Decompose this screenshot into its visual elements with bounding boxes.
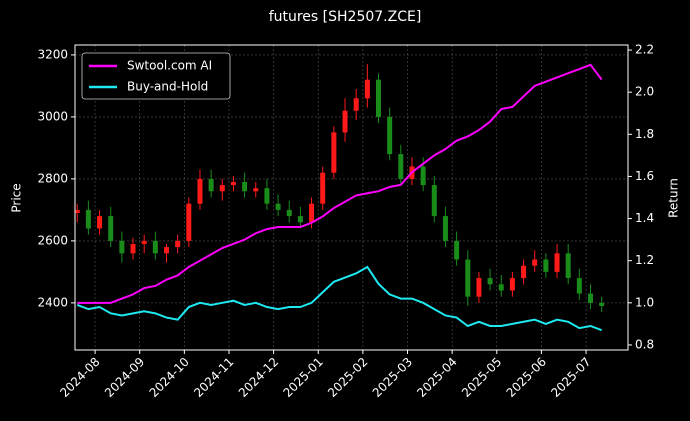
candle-body (565, 253, 571, 279)
candle-body (286, 209, 292, 217)
candle-body (175, 240, 181, 248)
y2-tick-label: 2.0 (635, 85, 654, 99)
y-tick-label: 2800 (37, 171, 68, 185)
candle-body (108, 216, 114, 241)
x-tick-label: 2025-04 (414, 355, 459, 400)
y2-axis-label: Return (667, 178, 681, 218)
candle-body (331, 132, 337, 173)
candle-body (320, 172, 326, 204)
candle-body (186, 203, 192, 241)
y-axis-label: Price (10, 183, 24, 212)
chart-title: futures [SH2507.ZCE] (269, 9, 422, 25)
candle-body (588, 293, 594, 303)
candle-body (74, 209, 80, 213)
candle-body (264, 188, 270, 204)
candle-body (364, 79, 370, 99)
candle-body (521, 265, 527, 279)
candle-body (97, 216, 103, 229)
x-tick-label: 2025-01 (280, 355, 325, 400)
candle-body (242, 182, 248, 192)
y-tick-label: 2400 (37, 295, 68, 309)
series-line (77, 63, 603, 304)
y2-tick-label: 1.8 (635, 127, 654, 141)
candle-body (576, 278, 582, 294)
y2-tick-label: 1.4 (635, 211, 654, 225)
y2-tick-label: 2.2 (635, 43, 654, 57)
plot-frame (74, 44, 629, 351)
x-tick-label: 2024-11 (191, 355, 236, 400)
x-tick-label: 2024-10 (147, 355, 192, 400)
candle-body (152, 240, 158, 254)
x-tick-label: 2024-09 (102, 355, 147, 400)
candle-body (487, 278, 493, 285)
x-tick-label: 2025-06 (504, 355, 549, 400)
candle-body (398, 154, 404, 179)
candle-body (476, 278, 482, 297)
candle-body (342, 110, 348, 133)
legend-box (81, 52, 231, 100)
candle-body (353, 98, 359, 111)
candle-body (543, 259, 549, 272)
candle-body (163, 247, 169, 254)
y2-tick-label: 1.2 (635, 253, 654, 267)
candle-body (275, 203, 281, 210)
candle-body (197, 178, 203, 204)
y-tick-label: 3200 (37, 47, 68, 61)
y2-tick-label: 1.6 (635, 169, 654, 183)
x-tick-label: 2025-05 (459, 355, 504, 400)
candle-body (387, 116, 393, 155)
candle-body (141, 240, 147, 244)
x-tick-label: 2025-03 (370, 355, 415, 400)
candle-body (85, 209, 91, 229)
candle-body (297, 216, 303, 223)
y2-tick-label: 0.8 (635, 337, 654, 351)
x-tick-label: 2025-02 (325, 355, 370, 400)
candle-body (376, 79, 382, 117)
y-tick-label: 3000 (37, 109, 68, 123)
candle-body (599, 302, 605, 306)
candle-body (119, 240, 125, 254)
candle-body (130, 243, 136, 254)
candle-body (230, 182, 236, 186)
series-line (76, 265, 603, 332)
candle-body (498, 284, 504, 291)
candle-body (554, 253, 560, 272)
candle-body (532, 259, 538, 266)
x-tick-label: 2024-12 (236, 355, 281, 400)
candle-body (420, 166, 426, 186)
y2-tick-label: 1.0 (635, 295, 654, 309)
candle-body (219, 185, 225, 192)
candle-body (253, 188, 259, 192)
candle-body (509, 278, 515, 291)
candle-body (208, 178, 214, 192)
legend-label: Swtool.com AI (127, 59, 212, 73)
candle-body (442, 216, 448, 241)
y-tick-label: 2600 (37, 233, 68, 247)
candle-body (465, 259, 471, 297)
legend-label: Buy-and-Hold (127, 80, 208, 94)
x-tick-label: 2024-08 (57, 355, 102, 400)
x-tick-label: 2025-07 (548, 355, 593, 400)
candle-body (431, 185, 437, 217)
candle-body (454, 240, 460, 260)
candle-body (309, 203, 315, 223)
